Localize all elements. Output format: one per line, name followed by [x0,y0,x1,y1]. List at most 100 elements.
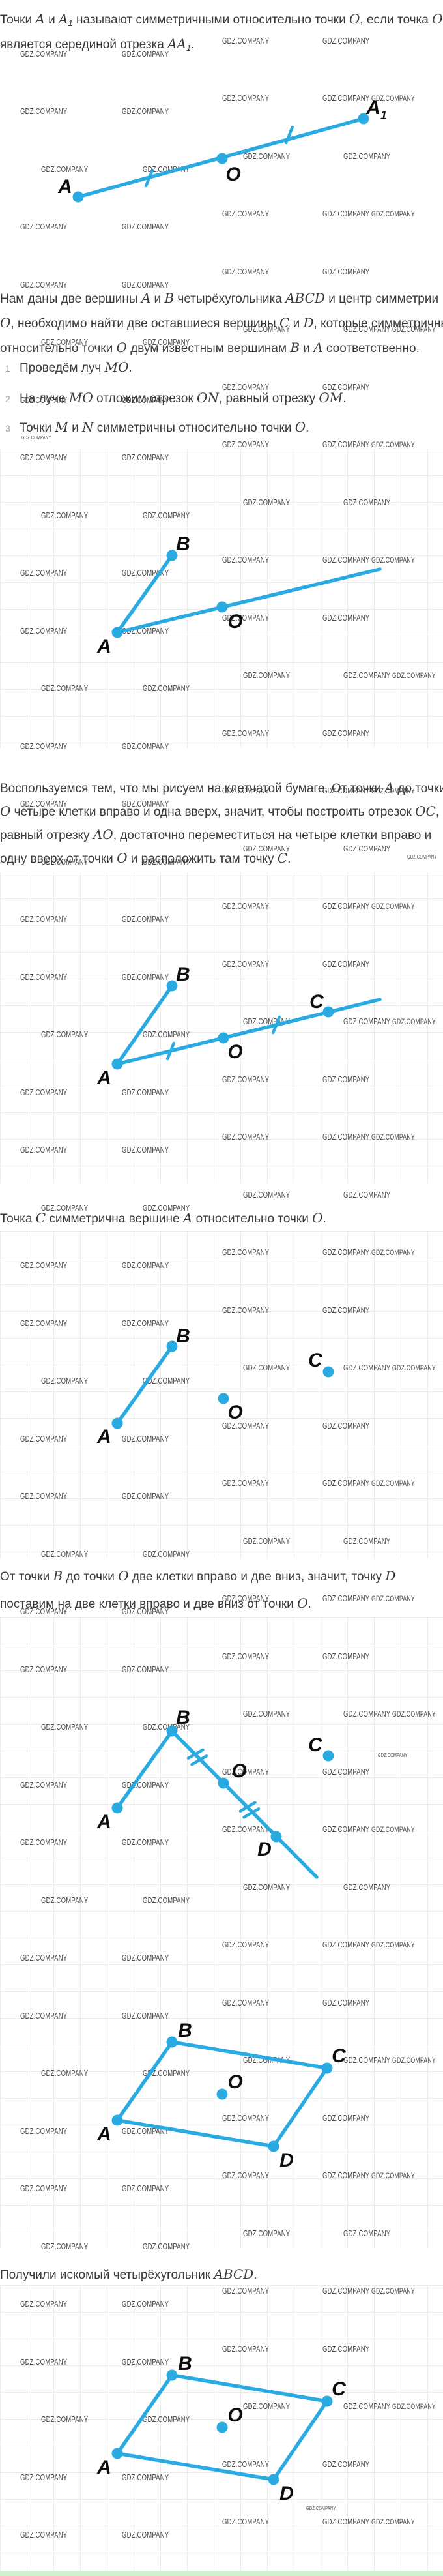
point-label-O: O [227,611,242,632]
math-symbol: A [384,780,394,795]
point-label-O: O [231,1760,246,1782]
watermark: GDZ.COMPANY [143,1895,190,1905]
tick-mark [271,1015,281,1035]
watermark: GDZ.COMPANY [222,1593,270,1603]
point-label-B: B [176,1707,190,1728]
tick-mark [186,1748,205,1760]
watermark: GDZ.COMPANY [222,1132,270,1142]
watermark: GDZ.COMPANY [122,395,169,405]
math-symbol: M [55,419,68,435]
watermark: GDZ.COMPANY [122,2472,169,2482]
result-paragraph: Получили искомый четырёхугольник ABCD. [0,2262,443,2286]
math-symbol: AA [167,36,186,52]
watermark: GDZ.COMPANY [122,1606,169,1616]
watermark: GDZ.COMPANY [20,1953,68,1962]
watermark: GDZ.COMPANY [371,1825,415,1834]
diagram-7-quadrilateral-ABCD-final: A B C D O [96,2353,347,2504]
math-symbol: O [118,1568,129,1584]
watermark: GDZ.COMPANY [243,670,291,680]
watermark: GDZ.COMPANY [222,209,270,218]
text-run: симметричны относительно точки [93,421,295,435]
watermark: GDZ.COMPANY [20,1434,68,1443]
math-symbol: O [0,803,11,819]
watermark: GDZ.COMPANY [371,209,415,218]
watermark: GDZ.COMPANY [343,151,391,161]
watermark: GDZ.COMPANY [322,1651,370,1661]
watermark: GDZ.COMPANY [222,439,270,449]
watermark: GDZ.COMPANY [41,511,89,520]
intro-paragraph-line-2: является серединой отрезка AA1. [0,31,443,56]
point-label-B: B [178,2353,192,2375]
text-run: . [306,421,309,435]
point-label-D: D [257,1839,272,1860]
c-symmetric-paragraph-line-1: Точка C симметрична вершине A относитель… [0,1206,443,1230]
watermark: GDZ.COMPANY [371,1248,415,1257]
tick-mark [144,168,154,188]
point-dot [218,1777,229,1789]
text-run: . [307,1597,311,1611]
watermark: GDZ.COMPANY [41,1029,89,1039]
watermark: GDZ.COMPANY [222,1478,270,1488]
watermark: GDZ.COMPANY [222,1247,270,1257]
point-dot [111,1058,123,1070]
intro-paragraph-line-1: Точки A и A1 называют симметричными отно… [0,7,443,31]
watermark: GDZ.COMPANY [343,844,391,853]
segment-line [272,2399,329,2481]
watermark: GDZ.COMPANY [343,497,391,507]
watermark: GDZ.COMPANY [392,671,436,680]
watermark: GDZ.COMPANY [407,854,437,860]
watermark: GDZ.COMPANY [322,2517,370,2526]
watermark: GDZ.COMPANY [322,36,370,46]
task-paragraph-line-3: относительно точки O двум известным верш… [0,335,443,360]
segment-line [170,1729,319,1879]
point-label-A: A [57,176,72,198]
point-dot [322,1750,334,1762]
watermark: GDZ.COMPANY [122,1837,169,1847]
watermark: GDZ.COMPANY [20,1665,68,1674]
point-label-A: A [96,636,111,657]
text-run: Проведём луч [20,361,105,375]
watermark: GDZ.COMPANY [122,1088,169,1097]
watermark: GDZ.COMPANY [143,1203,190,1213]
watermark: GDZ.COMPANY [222,2517,270,2526]
tick-mark [242,1807,261,1819]
point-label-A: A [96,2124,111,2145]
point-dot [322,1006,334,1018]
text-run: до точки [63,1570,119,1584]
text-run: Точки [20,421,55,435]
text-run: до точки [393,782,443,795]
watermark: GDZ.COMPANY [122,1145,169,1155]
text-run: Точки [0,13,36,27]
task-paragraph-line-1: Нам даны две вершины A и B четырёхугольн… [0,286,443,310]
watermark: GDZ.COMPANY [392,1363,436,1372]
text-run: симметрична вершине [46,1212,183,1226]
watermark: GDZ.COMPANY [20,972,68,982]
watermark: GDZ.COMPANY [41,2414,89,2424]
text-run: Нам даны две вершины [0,292,141,306]
math-subscript: 1 [68,18,73,28]
watermark: GDZ.COMPANY [122,222,169,231]
point-label-D: D [279,2483,294,2504]
watermark: GDZ.COMPANY [322,728,370,738]
text-run: относительно точки [0,342,117,355]
watermark: GDZ.COMPANY [222,901,270,911]
point-dot [111,2114,123,2126]
math-symbol: B [53,1568,63,1584]
math-symbol: O [116,340,127,355]
watermark: GDZ.COMPANY [143,164,190,174]
watermark: GDZ.COMPANY [392,325,436,334]
watermark: GDZ.COMPANY [20,222,68,231]
watermark: GDZ.COMPANY [122,1318,169,1328]
watermark: GDZ.COMPANY [392,2056,436,2065]
watermark: GDZ.COMPANY [20,1837,68,1847]
watermark: GDZ.COMPANY [20,2011,68,2021]
watermark: GDZ.COMPANY [20,568,68,578]
watermark: GDZ.COMPANY [41,2242,89,2251]
watermark: GDZ.COMPANY [20,2472,68,2482]
point-label-B: B [176,1325,190,1347]
step-3-line-1: 3 Точки M и N симметричны относительно то… [5,417,443,437]
watermark: GDZ.COMPANY [371,555,415,565]
point-dot [321,2395,333,2407]
